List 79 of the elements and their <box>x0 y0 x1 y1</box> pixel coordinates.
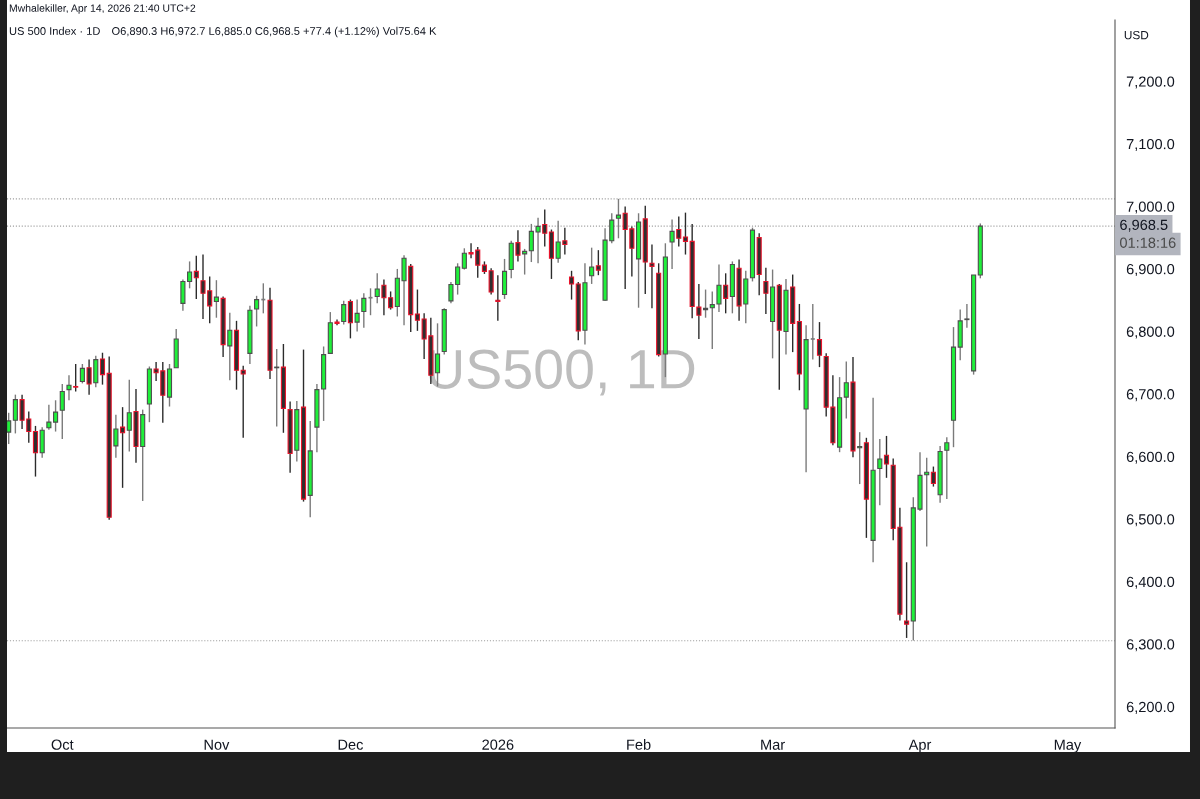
candlestick <box>79 363 85 385</box>
candlestick <box>86 358 92 396</box>
candlestick <box>240 365 246 439</box>
candlestick <box>809 303 816 361</box>
candlestick <box>126 378 132 453</box>
candlestick <box>39 426 45 459</box>
candlestick <box>883 435 890 479</box>
text: O6,890.3 H6,972.7 L6,885.0 C6,968.5 +77.4 (+1.12%) Vol75.64 K <box>112 26 437 38</box>
candlestick <box>649 243 655 310</box>
y-tick-label: 6,200.0 <box>1126 701 1175 714</box>
candlestick <box>904 561 910 639</box>
candlestick <box>522 248 528 276</box>
candlestick <box>254 295 260 328</box>
text: Mwhalekiller, Apr 14, 2026 21:40 UTC+2 <box>9 4 196 14</box>
candlestick <box>32 425 39 478</box>
candlestick <box>213 279 219 319</box>
candlestick <box>555 220 561 264</box>
y-tick-label: 6,400.0 <box>1126 576 1175 589</box>
x-tick-label: Apr <box>908 739 932 753</box>
candlestick <box>857 431 863 485</box>
x-tick-label: 2026 <box>482 739 514 750</box>
candlestick <box>495 274 501 322</box>
candlestick <box>676 215 682 248</box>
candlestick <box>367 287 374 316</box>
candlestick <box>361 292 367 329</box>
candlestick <box>589 246 595 285</box>
candlestick <box>843 360 849 420</box>
candlestick <box>59 383 65 440</box>
x-tick-label: Feb <box>627 739 651 750</box>
candlestick <box>568 270 575 301</box>
y-tick-label: 6,500.0 <box>1126 514 1175 527</box>
candlestick <box>723 272 729 315</box>
candlestick <box>877 438 883 507</box>
candlestick <box>12 393 18 435</box>
candlestick <box>595 249 601 276</box>
x-tick-label: Nov <box>204 739 230 750</box>
candlestick <box>66 374 72 401</box>
y-tick-label: 6,800.0 <box>1126 326 1175 339</box>
candlestick <box>930 465 936 488</box>
candlestick <box>227 312 233 381</box>
candlestick <box>99 352 106 386</box>
candlestick <box>542 208 548 248</box>
candlestick <box>341 300 347 326</box>
y-tick-label: 6,900.0 <box>1126 264 1175 277</box>
x-tick-label: Oct <box>51 739 74 750</box>
candlestick <box>274 348 280 428</box>
candlestick <box>562 226 568 256</box>
y-axis-title: USD <box>1124 30 1149 40</box>
y-tick-label: 7,000.0 <box>1126 201 1175 214</box>
candlestick <box>113 413 119 459</box>
candlestick <box>944 436 950 500</box>
candlestick <box>120 406 126 489</box>
candlestick <box>354 298 360 333</box>
candlestick <box>669 218 675 270</box>
x-tick-label: May <box>1054 739 1082 753</box>
y-tick-label: 6,700.0 <box>1126 389 1175 402</box>
candlestick <box>515 229 521 263</box>
x-tick-label: Mar <box>761 739 785 750</box>
candlestick <box>193 255 199 300</box>
candlestick <box>347 298 353 340</box>
y-tick-label: 6,600.0 <box>1126 451 1175 464</box>
candlestick <box>615 198 622 239</box>
candlestick <box>374 272 380 305</box>
candlestick <box>501 258 508 300</box>
candlestick <box>7 412 12 445</box>
x-tick-label: Dec <box>338 739 364 750</box>
candlestick <box>682 211 689 256</box>
candlestick <box>93 355 99 388</box>
chart-title: US 500 Index · 1D <box>9 26 100 35</box>
candlestick <box>461 247 467 271</box>
y-tick-label: 7,200.0 <box>1126 76 1175 89</box>
y-tick-label: 6,300.0 <box>1126 639 1175 652</box>
text: 01:18:16 <box>1120 237 1176 248</box>
candlestick <box>703 288 709 319</box>
candlestick <box>73 363 79 393</box>
y-tick-label: 7,100.0 <box>1126 138 1175 151</box>
candlestick <box>816 321 823 368</box>
candlestick <box>763 266 769 315</box>
ref-line-label: 6,968.5 <box>1120 219 1168 232</box>
